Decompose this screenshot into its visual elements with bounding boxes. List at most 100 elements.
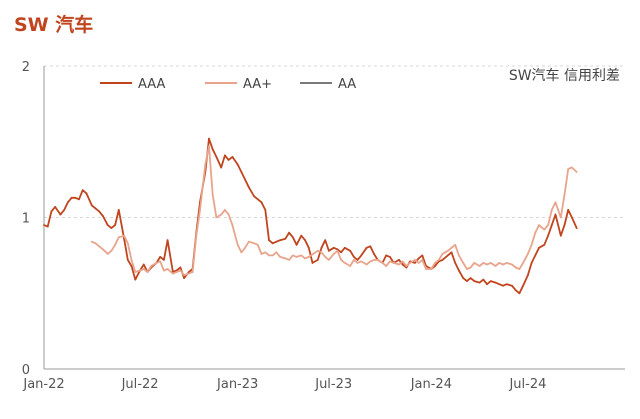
data-point xyxy=(360,254,363,257)
data-point xyxy=(486,263,488,266)
data-point xyxy=(401,260,404,263)
axis-layer: 0 1 2 Jan-22 Jul-22 Jan-23 Jul-23 Jan-24 Jul-24 xyxy=(22,60,625,392)
data-point xyxy=(425,268,427,270)
page-title: SW 汽车 xyxy=(14,14,94,36)
data-point xyxy=(543,243,546,246)
data-point xyxy=(240,171,243,173)
data-point xyxy=(227,213,230,216)
legend-item: AA xyxy=(300,77,356,92)
data-point xyxy=(134,271,137,273)
data-point xyxy=(275,240,278,243)
data-point xyxy=(54,206,56,208)
data-point xyxy=(159,256,162,258)
data-point xyxy=(494,265,497,267)
data-point xyxy=(518,292,521,295)
data-point xyxy=(102,215,104,217)
series-aa-plus xyxy=(90,145,578,276)
legend: AAA AA+ AA xyxy=(100,77,356,92)
data-point xyxy=(208,145,210,148)
data-point xyxy=(183,277,186,279)
data-point xyxy=(514,266,517,269)
data-point xyxy=(430,268,433,270)
data-point xyxy=(264,251,267,254)
data-point xyxy=(486,283,488,286)
data-point xyxy=(365,263,368,266)
data-point xyxy=(502,284,504,287)
data-point xyxy=(534,231,537,234)
data-point xyxy=(199,209,201,211)
data-point xyxy=(405,266,408,269)
data-point xyxy=(466,268,468,270)
data-point xyxy=(543,228,546,231)
data-point xyxy=(94,242,97,245)
data-point xyxy=(139,269,141,272)
data-point xyxy=(236,243,239,246)
data-point xyxy=(78,198,80,201)
y-tick-label: 0 xyxy=(22,363,30,378)
legend-item: AAA xyxy=(100,77,166,92)
data-point xyxy=(434,265,436,267)
data-point xyxy=(247,186,250,189)
data-point xyxy=(547,224,549,227)
data-point xyxy=(275,251,278,254)
data-point xyxy=(466,280,468,282)
data-point xyxy=(220,213,223,216)
data-point xyxy=(369,260,372,263)
data-point xyxy=(211,148,214,151)
legend-label: AAA xyxy=(138,77,166,92)
data-point xyxy=(332,253,335,255)
data-point xyxy=(527,274,529,276)
data-point xyxy=(244,178,247,181)
data-point xyxy=(385,254,388,257)
data-point xyxy=(117,209,120,211)
data-point xyxy=(343,262,346,264)
data-point xyxy=(534,254,537,257)
data-point xyxy=(236,163,239,166)
data-point xyxy=(150,265,153,267)
data-point xyxy=(85,192,88,195)
data-point xyxy=(505,262,508,264)
data-point xyxy=(155,262,158,264)
data-point xyxy=(90,204,93,207)
data-point xyxy=(307,246,310,249)
data-point xyxy=(389,260,391,263)
data-point xyxy=(142,263,145,266)
data-point xyxy=(571,216,573,219)
data-point xyxy=(369,245,372,248)
data-point xyxy=(530,243,533,246)
data-point xyxy=(284,237,287,240)
data-point xyxy=(166,239,169,242)
data-point xyxy=(268,239,270,242)
data-point xyxy=(324,239,327,242)
legend-label: AA+ xyxy=(243,77,272,92)
data-point xyxy=(550,209,553,211)
data-point xyxy=(437,259,440,261)
data-point xyxy=(271,242,274,245)
data-point xyxy=(244,246,247,249)
data-point xyxy=(389,256,391,258)
data-point xyxy=(256,243,259,246)
x-tick-label: Jul-23 xyxy=(314,377,352,392)
data-point xyxy=(450,246,453,249)
data-point xyxy=(320,251,323,254)
x-tick-label: Jan-23 xyxy=(216,377,258,392)
data-point xyxy=(417,257,420,260)
data-point xyxy=(571,166,573,169)
data-point xyxy=(489,280,492,282)
data-point xyxy=(502,263,504,266)
data-point xyxy=(494,281,497,284)
data-point xyxy=(208,137,210,140)
data-point xyxy=(414,259,416,261)
data-point xyxy=(74,196,77,199)
data-point xyxy=(110,249,113,252)
data-point xyxy=(295,256,298,258)
data-point xyxy=(159,260,162,263)
data-point xyxy=(458,254,460,257)
data-point xyxy=(224,154,226,157)
data-point xyxy=(311,262,314,264)
data-point xyxy=(324,256,327,258)
data-point xyxy=(50,210,53,213)
data-point xyxy=(114,224,116,227)
data-point xyxy=(59,213,62,216)
